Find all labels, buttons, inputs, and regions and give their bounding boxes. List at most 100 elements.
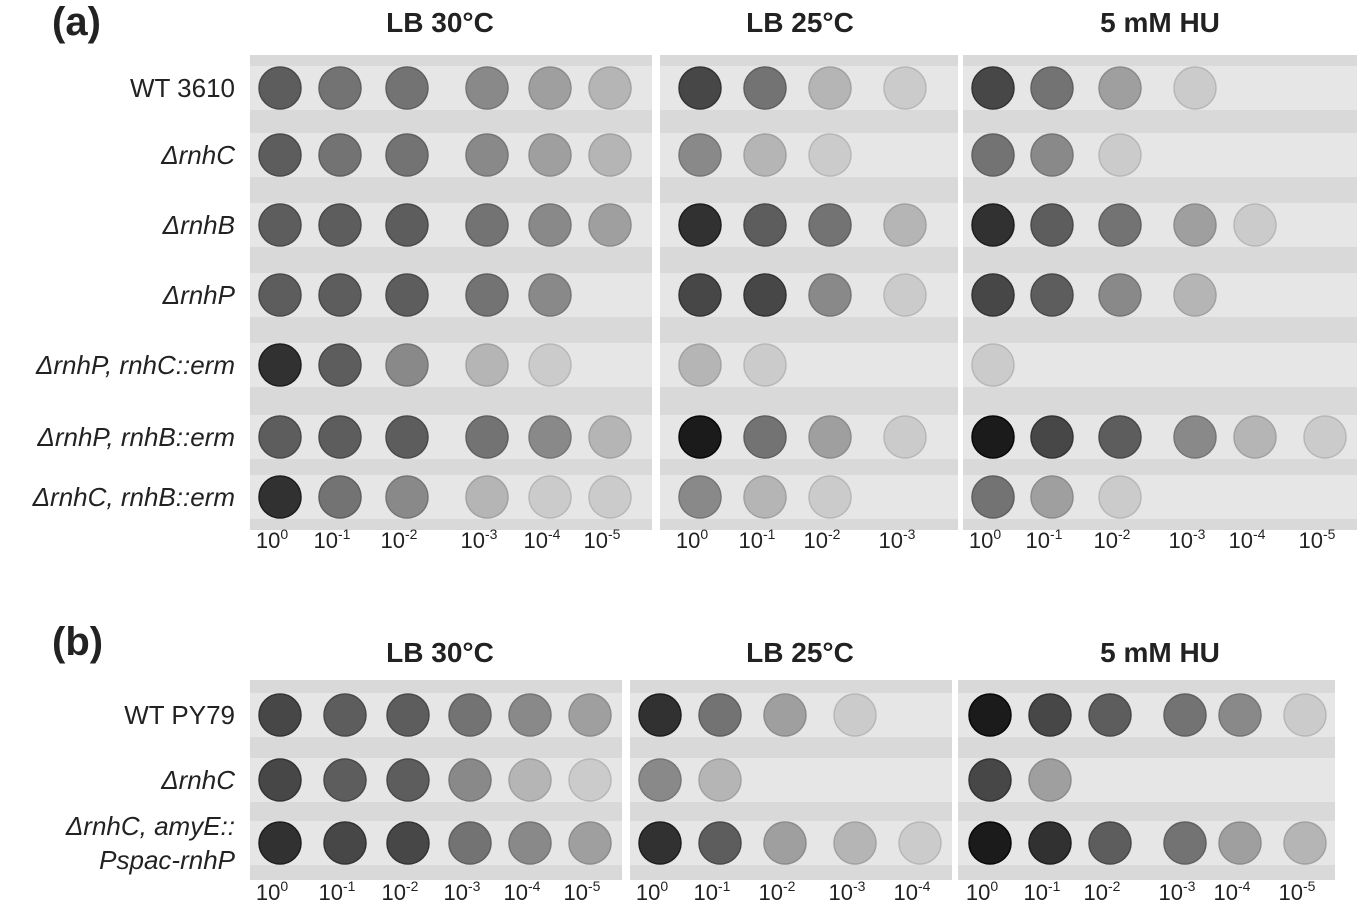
colony-spot [465, 475, 509, 519]
dilution-label: 10-2 [1084, 878, 1121, 905]
dilution-base: 10 [1159, 880, 1183, 905]
dilution-base: 10 [444, 880, 468, 905]
colony-spot [808, 66, 852, 110]
dilution-exponent: -4 [528, 878, 541, 894]
colony-spot [971, 273, 1015, 317]
dilution-base: 10 [739, 528, 763, 553]
streak [963, 66, 1357, 110]
colony-spot [698, 693, 742, 737]
dilution-label: 10-2 [804, 526, 841, 553]
streak [250, 203, 652, 247]
dilution-base: 10 [694, 880, 718, 905]
colony-spot [1283, 821, 1327, 865]
condition-title: LB 30°C [386, 637, 494, 668]
strain-label: ΔrnhP [162, 280, 236, 310]
colony-spot [318, 133, 362, 177]
colony-spot [1218, 693, 1262, 737]
dilution-base: 10 [1024, 880, 1048, 905]
colony-spot [258, 758, 302, 802]
dilution-label: 10-3 [879, 526, 916, 553]
dilution-base: 10 [879, 528, 903, 553]
dilution-exponent: -1 [1050, 526, 1063, 542]
colony-spot [385, 133, 429, 177]
colony-spot [678, 66, 722, 110]
streak [250, 66, 652, 110]
colony-spot [1163, 821, 1207, 865]
dilution-exponent: -2 [828, 526, 841, 542]
dilution-base: 10 [894, 880, 918, 905]
colony-spot [258, 66, 302, 110]
colony-spot [258, 415, 302, 459]
colony-spot [465, 66, 509, 110]
colony-spot [678, 343, 722, 387]
colony-spot [971, 203, 1015, 247]
streak [250, 475, 652, 519]
strain-label: ΔrnhP, rnhC::erm [35, 350, 235, 380]
colony-spot [743, 273, 787, 317]
colony-spot [1088, 693, 1132, 737]
colony-spot [465, 133, 509, 177]
dilution-label: 10-1 [1026, 526, 1063, 553]
strain-label: ΔrnhC [160, 140, 235, 170]
dilution-base: 10 [382, 880, 406, 905]
dilution-base: 10 [1026, 528, 1050, 553]
dilution-exponent: -1 [1048, 878, 1061, 894]
colony-spot [1163, 693, 1207, 737]
dilution-exponent: -5 [1323, 526, 1336, 542]
dilution-exponent: -3 [903, 526, 916, 542]
colony-spot [1030, 203, 1074, 247]
dilution-exponent: -3 [485, 526, 498, 542]
dilution-label: 10-2 [381, 526, 418, 553]
colony-spot [1030, 415, 1074, 459]
dilution-base: 10 [966, 880, 990, 905]
dilution-exponent: -3 [853, 878, 866, 894]
colony-spot [258, 343, 302, 387]
colony-spot [678, 415, 722, 459]
colony-spot [698, 821, 742, 865]
dilution-base: 10 [1279, 880, 1303, 905]
colony-spot [883, 273, 927, 317]
colony-spot [1098, 66, 1142, 110]
dilution-exponent: 0 [700, 526, 708, 542]
dilution-label: 100 [676, 526, 708, 553]
colony-spot [808, 133, 852, 177]
streak [958, 693, 1335, 737]
dilution-label: 10-5 [564, 878, 601, 905]
dilution-base: 10 [636, 880, 660, 905]
dilution-base: 10 [759, 880, 783, 905]
dilution-label: 10-5 [584, 526, 621, 553]
dilution-label: 10-2 [759, 878, 796, 905]
colony-spot [588, 203, 632, 247]
dilution-base: 10 [564, 880, 588, 905]
colony-spot [258, 273, 302, 317]
streak [963, 343, 1357, 387]
colony-spot [588, 475, 632, 519]
colony-spot [528, 475, 572, 519]
colony-spot [386, 693, 430, 737]
colony-spot [883, 203, 927, 247]
colony-spot [568, 693, 612, 737]
colony-spot [678, 133, 722, 177]
dilution-exponent: -2 [1108, 878, 1121, 894]
colony-spot [1030, 66, 1074, 110]
streak [250, 821, 622, 865]
dilution-base: 10 [524, 528, 548, 553]
panel-label: (b) [52, 620, 103, 664]
colony-spot [1030, 475, 1074, 519]
dilution-exponent: -4 [548, 526, 561, 542]
streak [250, 758, 622, 802]
colony-spot [743, 133, 787, 177]
dilution-label: 10-4 [894, 878, 931, 905]
dilution-base: 10 [829, 880, 853, 905]
colony-spot [448, 758, 492, 802]
colony-spot [1173, 415, 1217, 459]
colony-spot [258, 475, 302, 519]
colony-spot [808, 415, 852, 459]
colony-spot [678, 273, 722, 317]
dilution-label: 100 [966, 878, 998, 905]
colony-spot [833, 693, 877, 737]
colony-spot [258, 821, 302, 865]
colony-spot [1233, 203, 1277, 247]
streak [963, 273, 1357, 317]
